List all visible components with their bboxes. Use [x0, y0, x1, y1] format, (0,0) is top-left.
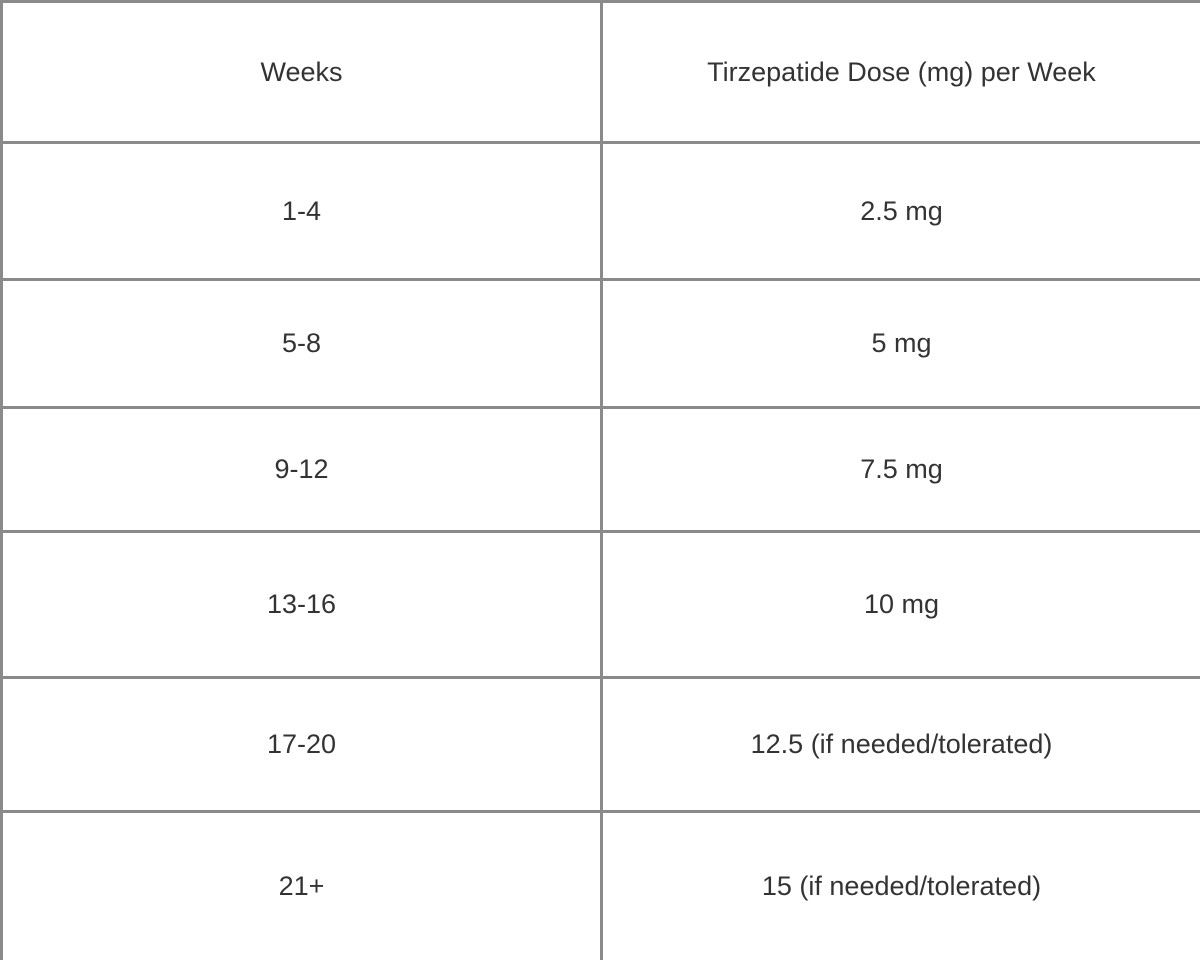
row: 21+ 15 (if needed/tolerated) — [0, 810, 1200, 960]
dose-cell: 12.5 (if needed/tolerated) — [600, 676, 1200, 813]
row: 9-12 7.5 mg — [0, 406, 1200, 533]
dose-cell: 5 mg — [600, 278, 1200, 409]
header-cell: Weeks — [0, 0, 603, 144]
row: 17-20 12.5 (if needed/tolerated) — [0, 676, 1200, 813]
weeks-cell: 9-12 — [0, 406, 603, 533]
dose-cell: 10 mg — [600, 530, 1200, 679]
weeks-cell: 13-16 — [0, 530, 603, 679]
weeks-cell: 5-8 — [0, 278, 603, 409]
dose-cell: 15 (if needed/tolerated) — [600, 810, 1200, 960]
dose-cell: 2.5 mg — [600, 141, 1200, 281]
header-row: Weeks Tirzepatide Dose (mg) per Week — [0, 0, 1200, 144]
weeks-cell: 17-20 — [0, 676, 603, 813]
weeks-cell: 1-4 — [0, 141, 603, 281]
header-cell: Tirzepatide Dose (mg) per Week — [600, 0, 1200, 144]
weeks-cell: 21+ — [0, 810, 603, 960]
row: 1-4 2.5 mg — [0, 141, 1200, 281]
row: 13-16 10 mg — [0, 530, 1200, 679]
row: 5-8 5 mg — [0, 278, 1200, 409]
dose-cell: 7.5 mg — [600, 406, 1200, 533]
